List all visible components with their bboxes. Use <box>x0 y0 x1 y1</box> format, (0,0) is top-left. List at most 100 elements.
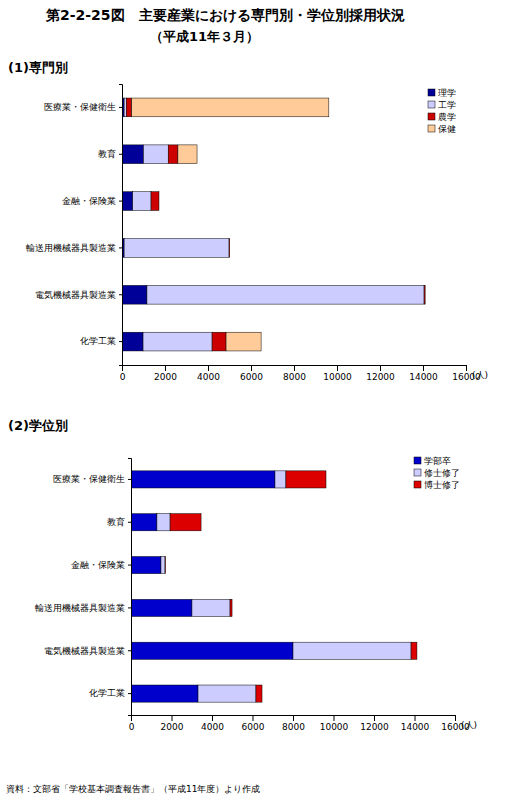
x-tick-label: 0 <box>120 372 126 382</box>
x-tick-label: 14000 <box>409 372 438 382</box>
x-tick-label: 4000 <box>197 372 220 382</box>
x-tick: 6000 <box>240 365 263 382</box>
y-tick-mark <box>119 154 122 155</box>
page-subtitle: （平成11年３月） <box>150 29 259 44</box>
y-tick-mark <box>128 650 131 651</box>
y-tick-mark <box>119 341 122 342</box>
bar-segment <box>168 145 178 164</box>
x-tick-label: 4000 <box>201 722 224 732</box>
x-tick-label: 8000 <box>282 722 305 732</box>
y-tick: 金融・保険業 <box>71 560 131 570</box>
bar-segment <box>122 192 133 211</box>
legend-swatch <box>414 457 421 464</box>
category-label: 化学工業 <box>89 688 125 698</box>
bar-segment <box>124 239 229 258</box>
legend-label: 工学 <box>438 100 456 110</box>
x-tick-mark <box>334 715 335 721</box>
bar-segment <box>226 332 261 351</box>
x-tick-label: 12000 <box>360 722 389 732</box>
bar-segment <box>157 514 170 531</box>
bar-segment <box>424 285 425 304</box>
bar-segment <box>126 98 131 117</box>
x-tick-label: 10000 <box>320 722 349 732</box>
legend-label: 理学 <box>438 88 456 98</box>
source-note: 資料：文部省「学校基本調査報告書」（平成11年度）より作成 <box>6 784 260 794</box>
bar-segment <box>286 471 326 488</box>
chart-title: (1)専門別 <box>8 60 68 75</box>
bar-segment <box>122 332 143 351</box>
bar-segment <box>132 98 329 117</box>
bar-segment <box>230 599 232 616</box>
x-tick: 14000 <box>401 715 430 732</box>
x-tick-label: 14000 <box>401 722 430 732</box>
x-tick: 0 <box>120 365 126 382</box>
legend-swatch <box>428 101 435 108</box>
bar-segment <box>229 239 230 258</box>
bar-segment <box>229 239 231 258</box>
x-tick-label: 12000 <box>366 372 395 382</box>
bar-segment <box>158 192 159 211</box>
category-label: 電気機械器具製造業 <box>44 646 125 656</box>
x-tick-mark <box>293 715 294 721</box>
y-tick-mark <box>128 479 131 480</box>
y-tick: 金融・保険業 <box>62 196 122 206</box>
bar-segment <box>131 557 161 574</box>
bar-segment <box>131 685 198 702</box>
bar-segment <box>151 192 159 211</box>
category-label: 化学工業 <box>80 336 116 346</box>
y-tick: 電気機械器具製造業 <box>44 646 131 656</box>
bar-segment <box>178 145 197 164</box>
x-tick-mark <box>337 365 338 371</box>
y-tick-mark <box>119 294 122 295</box>
x-tick: 0 <box>129 715 135 732</box>
chart-canvas: 第2-2-25図 主要産業における専門別・学位別採用状況 （平成11年３月） 資料：… <box>0 0 515 801</box>
bar-segment <box>165 557 166 574</box>
legend-swatch <box>414 469 421 476</box>
category-label: 金融・保険業 <box>71 560 125 570</box>
category-label: 電気機械器具製造業 <box>35 290 116 300</box>
y-tick-mark <box>128 607 131 608</box>
legend-label: 学部卒 <box>424 456 451 466</box>
bar-segment <box>256 685 262 702</box>
x-tick: 4000 <box>201 715 224 732</box>
chart-title: (2)学位別 <box>8 418 68 433</box>
x-tick: 2000 <box>161 715 184 732</box>
x-tick: 10000 <box>320 715 349 732</box>
legend: 理学工学農学保健 <box>428 88 456 134</box>
bar-segment <box>212 332 226 351</box>
y-axis: 医療業・保健衛生教育金融・保険業輸送用機械器具製造業電気機械器具製造業化学工業 <box>26 85 123 366</box>
bar-segment <box>133 192 151 211</box>
x-tick-label: 0 <box>129 722 135 732</box>
x-tick: 8000 <box>282 715 305 732</box>
y-tick-mark <box>128 522 131 523</box>
legend-swatch <box>428 125 435 132</box>
y-tick: 輸送用機械器具製造業 <box>35 603 131 613</box>
x-axis: 0200040006000800010000120001400016000 <box>129 715 470 732</box>
category-label: 輸送用機械器具製造業 <box>26 243 116 253</box>
x-tick: 4000 <box>197 365 220 382</box>
x-tick: 2000 <box>154 365 177 382</box>
x-tick-mark <box>294 365 295 371</box>
bar-segment <box>198 685 256 702</box>
x-tick-label: 10000 <box>323 372 352 382</box>
y-tick: 教育 <box>107 517 131 527</box>
bar-segment <box>122 285 147 304</box>
x-tick: 10000 <box>323 365 352 382</box>
y-tick-mark <box>128 565 131 566</box>
bar-segment <box>425 285 426 304</box>
bar-segment <box>131 514 157 531</box>
page-title: 第2-2-25図 主要産業における専門別・学位別採用状況 <box>45 7 405 23</box>
y-tick: 化学工業 <box>80 336 122 346</box>
x-axis: 0200040006000800010000120001400016000 <box>120 365 481 382</box>
y-tick: 輸送用機械器具製造業 <box>26 243 122 253</box>
bar-segment <box>161 557 165 574</box>
y-tick: 医療業・保健衛生 <box>44 102 122 112</box>
x-tick-mark <box>253 715 254 721</box>
category-label: 教育 <box>98 149 116 159</box>
category-label: 教育 <box>107 517 125 527</box>
y-tick: 医療業・保健衛生 <box>53 474 131 484</box>
bar-segment <box>143 332 212 351</box>
legend: 学部卒修士修了博士修了 <box>414 456 460 490</box>
bar-segment <box>124 98 126 117</box>
y-tick-mark <box>119 247 122 248</box>
